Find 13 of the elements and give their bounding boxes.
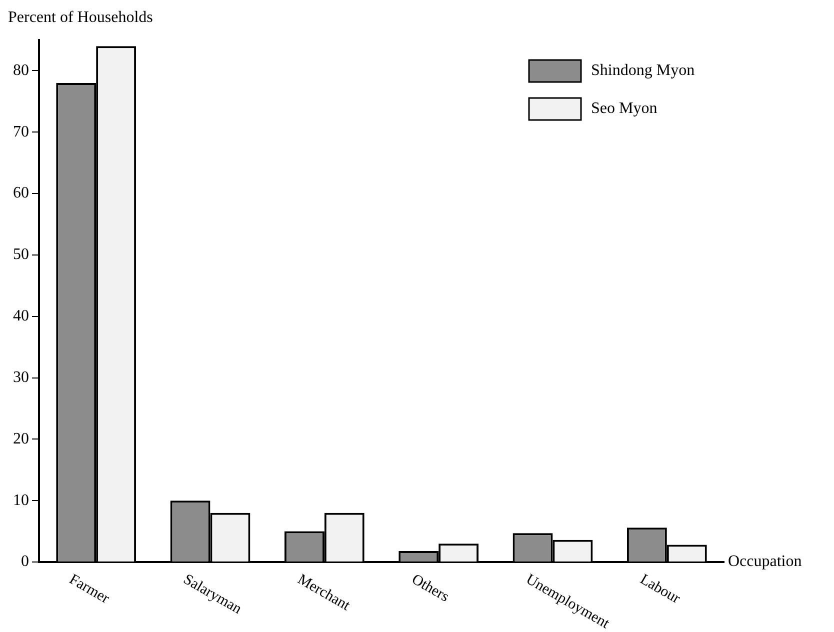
x-axis-title: Occupation xyxy=(728,553,802,570)
y-tick-label: 40 xyxy=(13,308,29,325)
y-tick-label: 10 xyxy=(13,492,29,509)
y-tick-label: 50 xyxy=(13,246,29,264)
y-axis-title: Percent of Households xyxy=(8,9,153,26)
y-tick-label: 0 xyxy=(21,553,29,570)
legend-label: Shindong Myon xyxy=(591,62,695,80)
y-tick-label: 60 xyxy=(13,184,29,202)
legend-label: Seo Myon xyxy=(591,100,658,118)
y-tick-label: 80 xyxy=(13,62,29,79)
y-tick-label: 70 xyxy=(13,123,29,140)
y-tick-label: 30 xyxy=(13,368,29,386)
y-tick-label: 20 xyxy=(13,430,29,448)
